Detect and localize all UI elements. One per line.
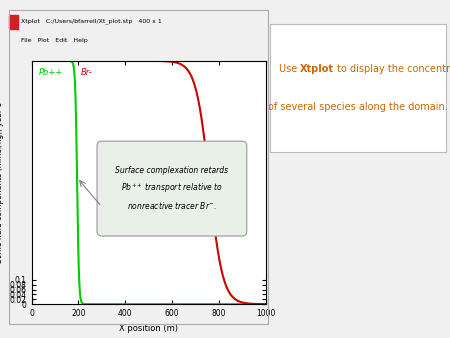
Text: Surface complexation retards
$\mathit{Pb^{++}}$ transport relative to
nonreactiv: Surface complexation retards $\mathit{Pb… — [115, 166, 229, 211]
Text: Xtplot: Xtplot — [300, 64, 334, 74]
Bar — [9, 15, 18, 29]
Text: File   Plot   Edit   Help: File Plot Edit Help — [21, 38, 87, 43]
Text: of several species along the domain.: of several species along the domain. — [268, 102, 448, 112]
FancyBboxPatch shape — [97, 141, 247, 236]
Text: Use: Use — [279, 64, 300, 74]
Text: Xtplot   C:/Users/bfarrell/Xt_plot.stp   400 x 1: Xtplot C:/Users/bfarrell/Xt_plot.stp 400… — [21, 18, 161, 24]
Y-axis label: Some fluid components (mmol/kg), year 8: Some fluid components (mmol/kg), year 8 — [0, 102, 4, 263]
Text: to display the concentration: to display the concentration — [334, 64, 450, 74]
Text: Pb++: Pb++ — [39, 68, 63, 77]
Text: Br-: Br- — [81, 68, 92, 77]
X-axis label: X position (m): X position (m) — [119, 323, 178, 333]
